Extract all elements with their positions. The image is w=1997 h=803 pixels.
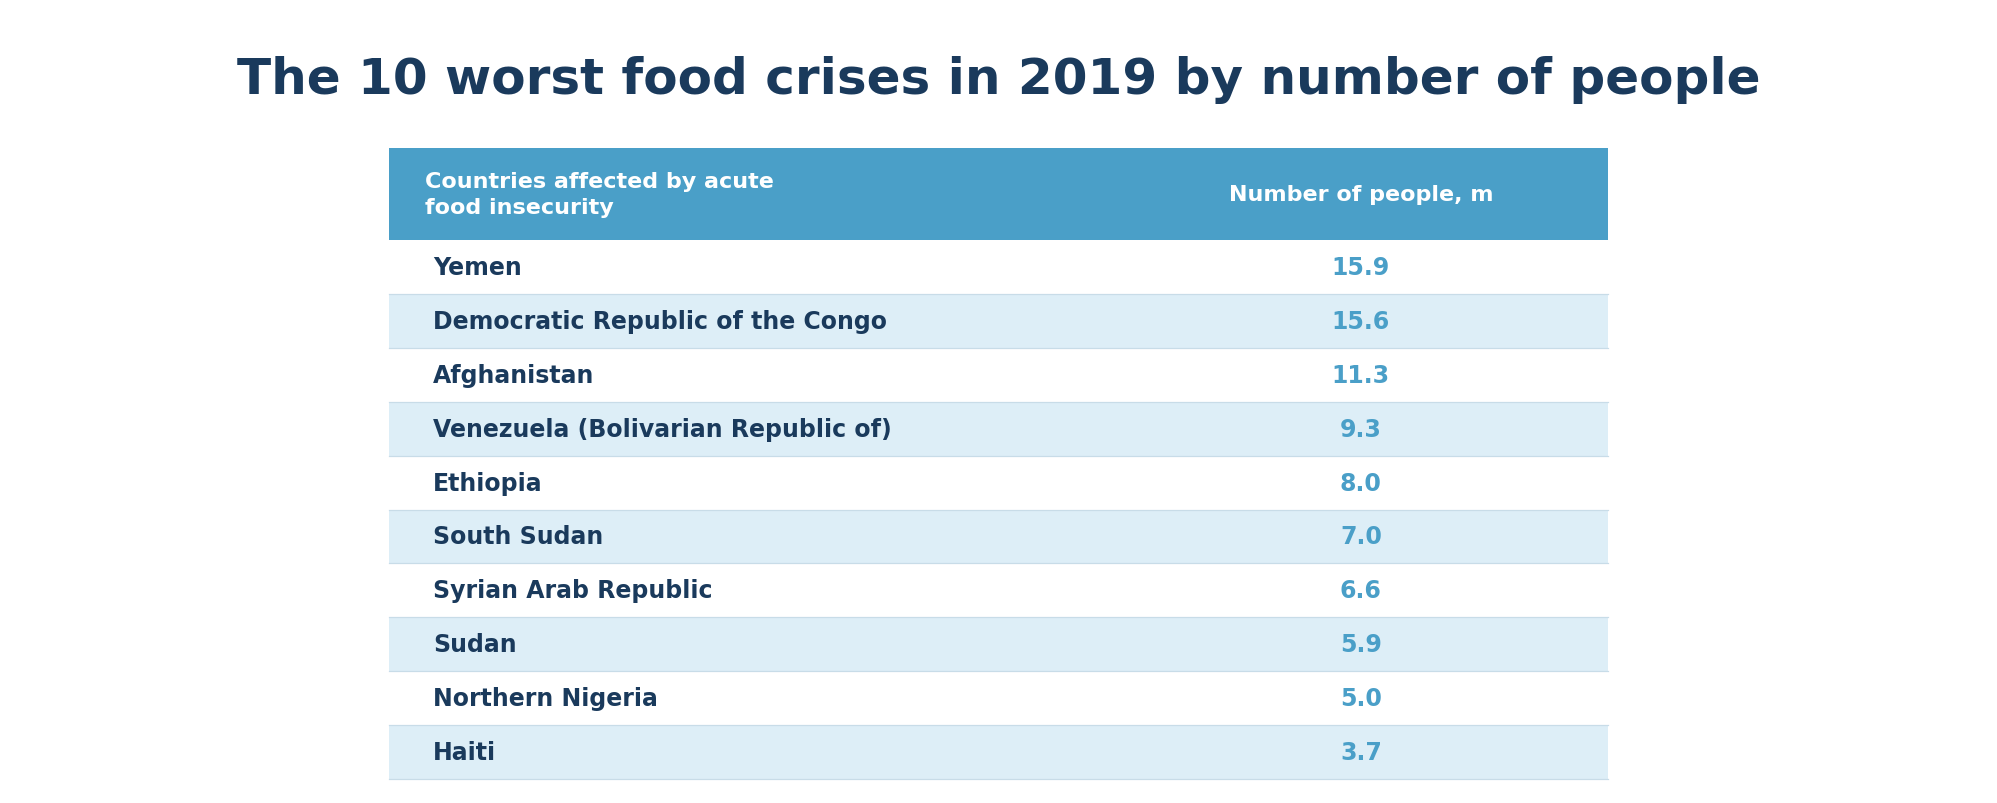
Bar [389,725,1608,779]
Text: Yemen: Yemen [433,256,521,279]
Bar [389,618,1608,671]
Text: 11.3: 11.3 [1332,364,1390,387]
Bar [389,295,1608,349]
Bar [389,564,1608,618]
Bar [389,241,1608,295]
Text: 5.9: 5.9 [1340,633,1382,656]
Text: Number of people, m: Number of people, m [1228,185,1494,205]
Text: Sudan: Sudan [433,633,517,656]
Text: Northern Nigeria: Northern Nigeria [433,687,659,710]
Text: 5.0: 5.0 [1340,687,1382,710]
Bar [389,149,1608,241]
Text: South Sudan: South Sudan [433,525,603,548]
Text: 15.6: 15.6 [1332,310,1390,333]
Bar [389,510,1608,564]
Text: 9.3: 9.3 [1340,418,1382,441]
Text: Afghanistan: Afghanistan [433,364,595,387]
Text: 7.0: 7.0 [1340,525,1382,548]
Text: Haiti: Haiti [433,740,497,764]
Text: 6.6: 6.6 [1340,579,1382,602]
Text: 3.7: 3.7 [1340,740,1382,764]
Bar [389,671,1608,725]
Bar [389,456,1608,510]
Text: Venezuela (Bolivarian Republic of): Venezuela (Bolivarian Republic of) [433,418,893,441]
Text: Syrian Arab Republic: Syrian Arab Republic [433,579,713,602]
Text: 15.9: 15.9 [1332,256,1390,279]
Text: Democratic Republic of the Congo: Democratic Republic of the Congo [433,310,887,333]
Bar [389,349,1608,402]
Text: Countries affected by acute
food insecurity: Countries affected by acute food insecur… [425,172,775,218]
Bar [389,402,1608,456]
Text: Ethiopia: Ethiopia [433,471,543,495]
Text: The 10 worst food crises in 2019 by number of people: The 10 worst food crises in 2019 by numb… [238,56,1759,104]
Text: 8.0: 8.0 [1340,471,1382,495]
